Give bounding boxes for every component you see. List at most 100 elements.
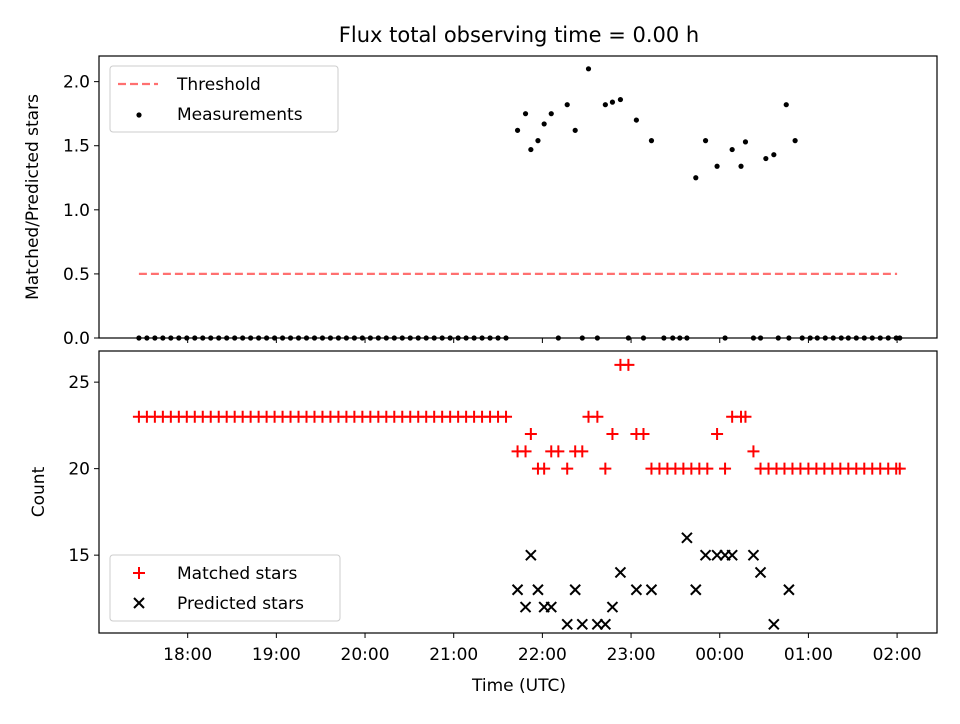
- predicted-stars-legend-label: Predicted stars: [177, 594, 304, 614]
- predicted-stars-legend-swatch: [133, 597, 145, 609]
- measurement-point: [771, 152, 777, 158]
- matched-stars-legend-label: Matched stars: [177, 564, 297, 584]
- measurement-point: [572, 127, 578, 133]
- bottom-x-tick-label: 22:00: [518, 645, 567, 665]
- threshold-legend-label: Threshold: [176, 75, 261, 95]
- top-legend: Threshold Measurements: [109, 65, 339, 133]
- measurement-point: [548, 111, 554, 117]
- predicted-star-point: [681, 532, 693, 544]
- predicted-star-point: [754, 566, 767, 579]
- predicted-star-point: [768, 618, 780, 631]
- top-legend-box: [109, 65, 339, 133]
- matched-star-point: [599, 462, 612, 475]
- top-y-tick-label: 0.5: [63, 265, 90, 285]
- bottom-y-tick-label: 20: [68, 460, 90, 480]
- measurement-point: [564, 102, 570, 108]
- measurement-point: [714, 163, 720, 169]
- bottom-x-tick-label: 02:00: [873, 645, 922, 665]
- top-y-tick-label: 1.0: [63, 201, 90, 221]
- measurement-point: [742, 139, 749, 145]
- matched-star-point: [622, 358, 635, 371]
- bottom-legend: Matched stars Predicted stars: [109, 554, 341, 622]
- predicted-star-point: [561, 618, 573, 631]
- x-axis-label: Time (UTC): [471, 676, 566, 696]
- bottom-y-axis-label: Count: [29, 466, 49, 517]
- matched-star-point: [606, 428, 619, 441]
- predicted-star-point: [525, 549, 537, 561]
- matched-star-point: [747, 445, 760, 458]
- measurement-point: [792, 138, 798, 144]
- matched-star-point: [524, 428, 537, 441]
- bottom-y-tick-label: 25: [68, 373, 90, 393]
- measurement-point: [738, 163, 744, 169]
- measurement-point: [648, 138, 655, 144]
- measurement-point: [522, 111, 529, 117]
- predicted-star-point: [645, 584, 658, 596]
- predicted-star-point: [614, 566, 627, 579]
- predicted-star-point: [532, 584, 544, 596]
- measurement-point: [528, 146, 534, 153]
- bottom-x-tick-label: 19:00: [252, 645, 301, 665]
- bottom-y-tick-label: 15: [68, 546, 90, 566]
- matched-star-point: [576, 445, 589, 458]
- predicted-star-point: [699, 549, 712, 561]
- predicted-star-point: [569, 584, 581, 596]
- matched-star-point: [637, 428, 650, 441]
- predicted-star-point: [783, 584, 795, 596]
- matched-star-point: [739, 410, 752, 423]
- predicted-star-point: [576, 618, 588, 631]
- predicted-star-point: [519, 601, 532, 613]
- bottom-x-tick-label: 21:00: [429, 645, 478, 665]
- matched-star-point: [552, 445, 565, 458]
- measurement-point: [609, 99, 616, 105]
- matched-star-point: [719, 462, 732, 475]
- predicted-star-point: [599, 618, 612, 631]
- top-chart-title: Flux total observing time = 0.00 h: [339, 23, 699, 47]
- predicted-star-point: [690, 584, 702, 596]
- matched-star-point: [561, 462, 574, 475]
- matched-stars-legend-swatch: [133, 567, 145, 579]
- matched-star-point: [500, 410, 513, 423]
- matched-star-point: [519, 445, 532, 458]
- predicted-star-point: [545, 601, 557, 613]
- matched-star-point: [893, 462, 906, 475]
- measurement-point: [541, 121, 547, 127]
- bottom-legend-box: [109, 554, 341, 622]
- predicted-star-point: [747, 549, 760, 561]
- predicted-star-point: [630, 584, 643, 596]
- measurement-point: [535, 138, 541, 144]
- bottom-x-tick-label: 18:00: [163, 645, 212, 665]
- bottom-x-tick-label: 23:00: [607, 645, 656, 665]
- bottom-plot-area: [132, 358, 906, 631]
- measurements-legend-label: Measurements: [177, 105, 303, 125]
- matched-star-point: [701, 462, 714, 475]
- top-y-tick-label: 0.0: [63, 329, 90, 349]
- measurement-point: [602, 102, 608, 108]
- matched-star-point: [591, 410, 604, 423]
- measurement-point: [514, 127, 521, 133]
- predicted-star-point: [726, 549, 738, 561]
- bottom-x-tick-label: 01:00: [784, 645, 833, 665]
- top-y-axis-label: Matched/Predicted stars: [23, 94, 43, 300]
- measurement-point: [729, 146, 735, 153]
- measurements-legend-swatch: [136, 112, 142, 118]
- bottom-x-tick-label: 20:00: [341, 645, 390, 665]
- predicted-star-point: [606, 601, 619, 613]
- measurement-point: [585, 66, 592, 72]
- bottom-x-tick-label: 00:00: [695, 645, 744, 665]
- measurement-point: [783, 102, 789, 108]
- matched-star-point: [538, 462, 551, 475]
- top-y-tick-label: 1.5: [63, 137, 90, 157]
- top-y-tick-label: 2.0: [63, 73, 90, 93]
- matched-star-point: [711, 428, 724, 441]
- measurement-point: [702, 138, 709, 144]
- measurement-point: [763, 155, 769, 162]
- measurement-point: [617, 96, 624, 103]
- bottom-plot-frame: [98, 350, 938, 634]
- predicted-star-point: [511, 584, 524, 596]
- measurement-point: [633, 117, 639, 123]
- measurement-point: [693, 175, 699, 181]
- top-plot-frame: [98, 55, 938, 339]
